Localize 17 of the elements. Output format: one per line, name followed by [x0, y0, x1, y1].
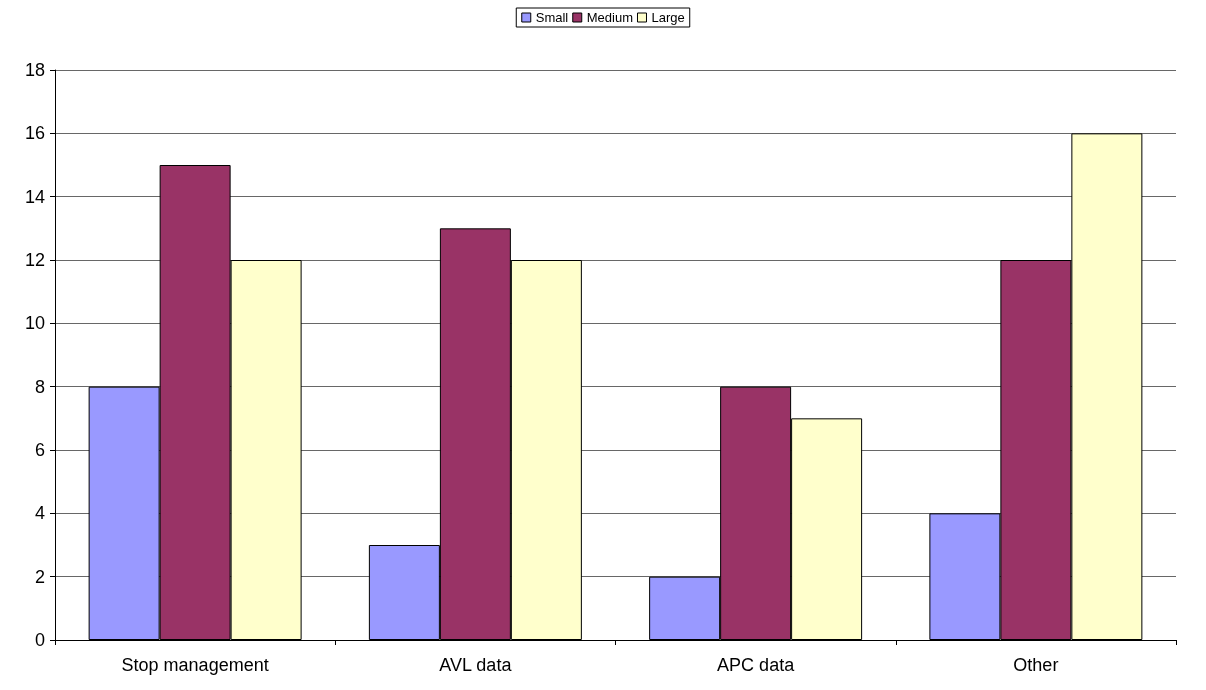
x-tick-label: APC data — [717, 655, 796, 675]
y-tick-label: 10 — [24, 313, 45, 334]
y-tick-label: 4 — [34, 503, 45, 524]
y-tick-label: 6 — [34, 440, 45, 460]
y-tick-label: 16 — [24, 123, 45, 144]
x-tick-label: Stop management — [121, 655, 269, 675]
y-tick-label: 12 — [24, 250, 45, 270]
x-tick-label: Other — [1013, 655, 1059, 675]
legend-label: Large — [651, 10, 685, 25]
legend-label: Medium — [586, 10, 634, 25]
y-tick-label: 8 — [34, 376, 45, 397]
y-tick-label: 0 — [34, 630, 45, 650]
legend-label: Small — [535, 10, 569, 25]
x-tick-label: AVL data — [439, 655, 513, 675]
y-tick-label: 14 — [24, 186, 45, 207]
y-tick-label: 18 — [24, 60, 45, 80]
y-tick-label: 2 — [34, 566, 45, 587]
